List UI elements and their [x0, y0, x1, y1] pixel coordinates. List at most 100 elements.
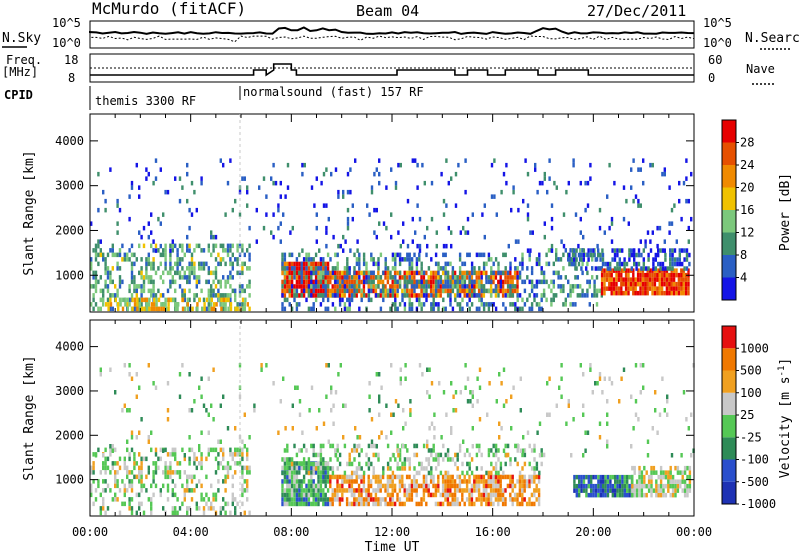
range-cell [403, 275, 407, 280]
range-cell [562, 212, 566, 217]
range-cell [663, 248, 666, 253]
range-cell [422, 279, 426, 285]
range-cell [546, 381, 549, 386]
range-cell [652, 465, 656, 471]
range-cell [236, 306, 239, 312]
range-cell [526, 248, 530, 253]
range-cell [331, 266, 335, 271]
range-cell [317, 474, 320, 480]
range-cell [246, 284, 249, 289]
range-cell [380, 430, 383, 435]
range-cell [454, 279, 457, 285]
range-cell [130, 266, 134, 271]
range-cell [685, 417, 688, 422]
range-cell [573, 261, 576, 267]
range-cell [604, 483, 607, 489]
range-cell [102, 501, 105, 507]
range-cell [198, 279, 201, 285]
range-cell [319, 457, 323, 462]
range-cell [154, 385, 158, 390]
range-cell [418, 297, 421, 303]
range-cell [106, 456, 110, 462]
range-cell [690, 412, 693, 417]
range-cell [683, 492, 687, 498]
range-cell [357, 483, 361, 489]
range-cell [193, 261, 196, 267]
range-cell [560, 394, 563, 399]
range-cell [181, 266, 184, 271]
range-cell [348, 270, 351, 276]
range-cell [226, 426, 230, 431]
range-cell [222, 497, 225, 502]
range-cell [220, 302, 223, 307]
range-cell [597, 266, 600, 271]
range-cell [413, 488, 416, 493]
range-cell [281, 279, 284, 285]
range-cell [227, 306, 230, 312]
range-cell [391, 252, 395, 258]
range-cell [461, 275, 464, 280]
range-cell [519, 448, 522, 453]
range-cell [634, 290, 637, 296]
range-cell [437, 457, 440, 462]
range-cell [523, 479, 526, 484]
range-cell [282, 212, 285, 217]
range-cell [591, 257, 594, 262]
range-cell [429, 279, 433, 285]
range-cell [217, 452, 220, 457]
range-cell [384, 288, 387, 294]
range-cell [392, 412, 395, 417]
range-cell [195, 506, 198, 511]
range-cell [367, 488, 370, 493]
colorbar-swatch [722, 481, 736, 504]
range-cell [353, 284, 356, 289]
range-cell [346, 261, 349, 267]
range-cell [562, 288, 565, 294]
range-cell [159, 492, 162, 498]
range-cell [92, 306, 95, 312]
range-cell [193, 456, 196, 462]
range-cell [367, 497, 370, 502]
range-cell [224, 293, 227, 298]
range-cell [312, 257, 315, 262]
range-cell [288, 497, 291, 502]
range-cell [461, 497, 464, 502]
range-cell [319, 275, 323, 280]
range-cell [246, 456, 249, 462]
range-cell [620, 376, 623, 381]
range-cell [647, 474, 651, 480]
range-cell [295, 488, 299, 493]
range-cell [312, 497, 315, 502]
range-cell [415, 270, 419, 276]
range-cell [492, 261, 495, 267]
range-cell [396, 443, 399, 449]
range-cell [300, 492, 303, 498]
range-cell [636, 268, 640, 273]
range-cell [659, 488, 663, 493]
range-cell [477, 483, 481, 489]
range-cell [97, 279, 100, 285]
range-cell [538, 180, 542, 186]
range-cell [601, 261, 605, 267]
range-cell [408, 497, 411, 502]
range-cell [690, 216, 693, 222]
range-cell [368, 394, 371, 399]
range-cell [226, 248, 230, 253]
range-cell [580, 474, 583, 480]
range-cell [458, 252, 462, 258]
range-cell [576, 293, 579, 298]
range-cell [642, 248, 645, 253]
range-cell [314, 461, 318, 467]
range-cell [281, 483, 284, 489]
range-cell [372, 284, 375, 289]
range-cell [159, 456, 162, 462]
range-cell [598, 376, 602, 381]
range-cell [298, 270, 301, 276]
range-cell [427, 457, 431, 462]
range-cell [246, 203, 249, 208]
range-cell [305, 501, 308, 507]
range-cell [214, 497, 218, 502]
range-cell [310, 279, 313, 285]
range-cell [519, 408, 522, 413]
range-cell [310, 306, 313, 312]
